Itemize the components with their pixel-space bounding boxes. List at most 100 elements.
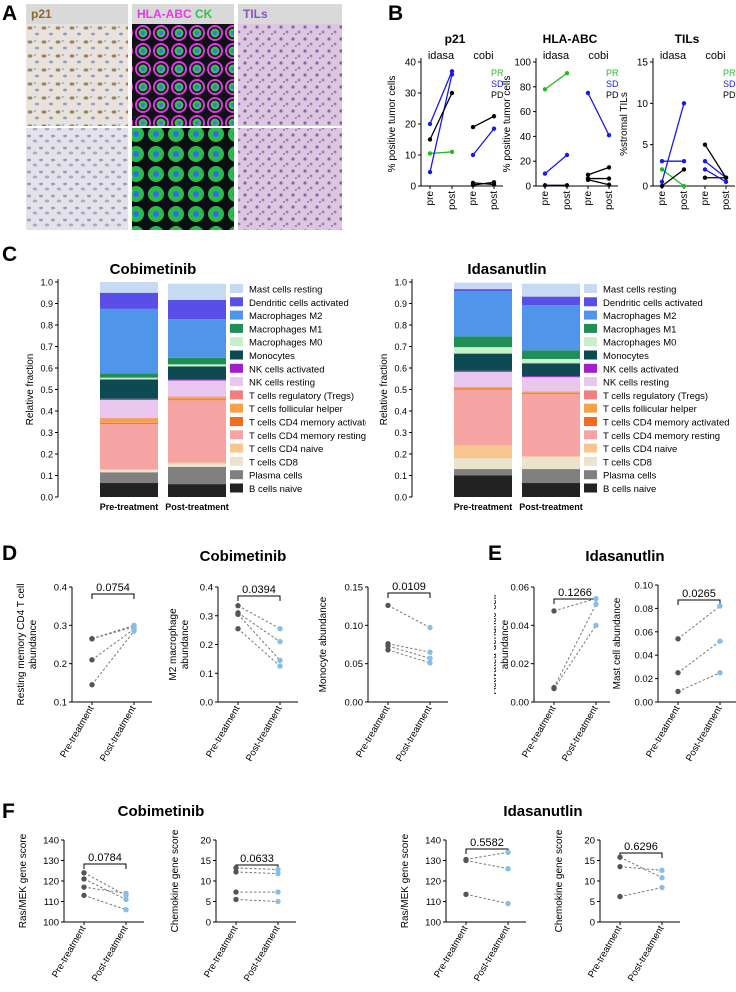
x-tick-label: Pre-treatment: [50, 924, 89, 980]
p-value-label: 0.6296: [624, 841, 658, 853]
title-e-idasanutlin: Idasanutlin: [585, 548, 665, 565]
chart-title: Cobimetinib: [110, 261, 197, 278]
stain-p21-text: p21: [31, 7, 52, 21]
y-tick-label: 0.0: [40, 493, 53, 503]
y-tick-label: 15: [637, 58, 649, 69]
x-tick-label: Pre-treatment: [354, 704, 393, 760]
bar-segment: [454, 282, 512, 290]
bar-segment: [454, 353, 512, 371]
y-tick-label: 60: [520, 107, 532, 118]
stain-tils-text: TILs: [243, 7, 268, 21]
bar-segment: [522, 391, 580, 393]
group-label-idasa: idasa: [660, 50, 687, 62]
y-tick-label: 0: [590, 918, 595, 929]
pair-connector: [91, 626, 135, 640]
bar-segment: [454, 291, 512, 337]
y-tick-label: 5: [206, 897, 211, 908]
point-pre: [659, 183, 665, 189]
p-value-label: 0.0109: [392, 581, 426, 593]
y-tick-label: 110: [426, 897, 441, 908]
hla-post-image: [132, 128, 234, 230]
point-post: [659, 875, 665, 881]
legend-sd: SD: [606, 79, 619, 89]
bar-segment: [168, 463, 226, 467]
point-post: [723, 179, 729, 185]
legend-pr: PR: [491, 68, 503, 78]
pair-connector: [619, 856, 663, 879]
legend-swatch: [584, 443, 597, 453]
legend-pd: PD: [491, 90, 503, 100]
y-tick-label: 80: [520, 82, 532, 93]
bar-segment: [454, 445, 512, 459]
panel-letter-b: B: [388, 2, 404, 25]
significance-bracket: [237, 595, 281, 601]
y-tick-label: 0.6: [394, 364, 407, 374]
point-post: [123, 896, 129, 903]
series-line-sd: [429, 71, 453, 125]
y-tick-label: 100: [425, 918, 441, 929]
legend-label: T cells CD4 memory resting: [603, 431, 720, 442]
legend-label: T cells regulatory (Tregs): [603, 391, 708, 402]
y-tick-label: 10: [637, 99, 649, 110]
legend-pd: PD: [606, 90, 619, 100]
bar-segment: [168, 399, 226, 401]
point-pre: [675, 636, 681, 642]
y-tick-label: 0: [410, 182, 416, 193]
y-tick-label: 0.8: [40, 321, 53, 331]
bar-segment: [522, 283, 580, 297]
y-tick-label: 100: [514, 58, 531, 69]
x-tick-label: post: [447, 191, 458, 210]
legend-label: NK cells resting: [249, 378, 315, 389]
y-tick-label: 0.3: [54, 621, 67, 632]
legend-swatch: [230, 470, 243, 480]
y-tick-label: 130: [43, 856, 59, 867]
legend-label: Macrophages M2: [249, 311, 322, 322]
point-post: [717, 603, 723, 609]
legend-label: Dendritic cells activated: [603, 298, 703, 309]
x-tick-label: Pre-treatment: [58, 704, 97, 760]
point-post: [606, 182, 612, 187]
pair-connector: [237, 605, 281, 630]
point-post: [449, 90, 455, 96]
pair-connector: [677, 672, 721, 692]
point-pre: [551, 608, 557, 614]
y-tick-label: 0.00: [345, 698, 364, 709]
significance-bracket: [677, 599, 721, 605]
legend-pd: PD: [723, 90, 736, 100]
series-line-sd: [429, 74, 453, 173]
y-axis-label: Chemokine gene score: [554, 829, 565, 932]
y-tick-label: 0.08: [635, 604, 654, 615]
pair-connector: [91, 624, 135, 640]
series-line-pd: [472, 115, 495, 128]
p-value-label: 0.0784: [88, 852, 122, 864]
point-post: [681, 167, 687, 172]
y-tick-label: 130: [425, 856, 441, 867]
pair-connector: [465, 893, 509, 905]
point-post: [277, 625, 283, 632]
bar-segment: [522, 358, 580, 364]
y-tick-label: 120: [425, 877, 441, 888]
x-tick-label: post: [562, 191, 573, 210]
legend-pr: PR: [723, 68, 736, 78]
y-tick-label: 0.8: [394, 321, 407, 331]
y-tick-label: 0.2: [200, 640, 213, 651]
p-value-label: 0.0265: [682, 588, 716, 600]
series-line-sd: [587, 92, 610, 136]
x-tick-label: Pre-treatment: [586, 924, 625, 980]
legend-label: T cells CD4 memory activated: [603, 418, 730, 429]
point-pre: [659, 159, 665, 164]
significance-bracket: [83, 863, 127, 869]
legend-label: T cells follicular helper: [603, 404, 697, 415]
legend-swatch: [584, 483, 597, 493]
bar-segment: [522, 363, 580, 377]
point-pre: [427, 151, 433, 156]
point-pre: [233, 889, 239, 895]
x-tick-label: Post-treatment: [165, 502, 229, 512]
y-tick-label: 0: [642, 182, 648, 193]
bar-segment: [168, 397, 226, 400]
legend-label: T cells CD8: [249, 457, 298, 468]
legend-label: Mast cells resting: [249, 285, 322, 296]
legend-swatch: [584, 470, 597, 480]
bar-segment: [522, 350, 580, 359]
significance-bracket: [619, 852, 663, 858]
